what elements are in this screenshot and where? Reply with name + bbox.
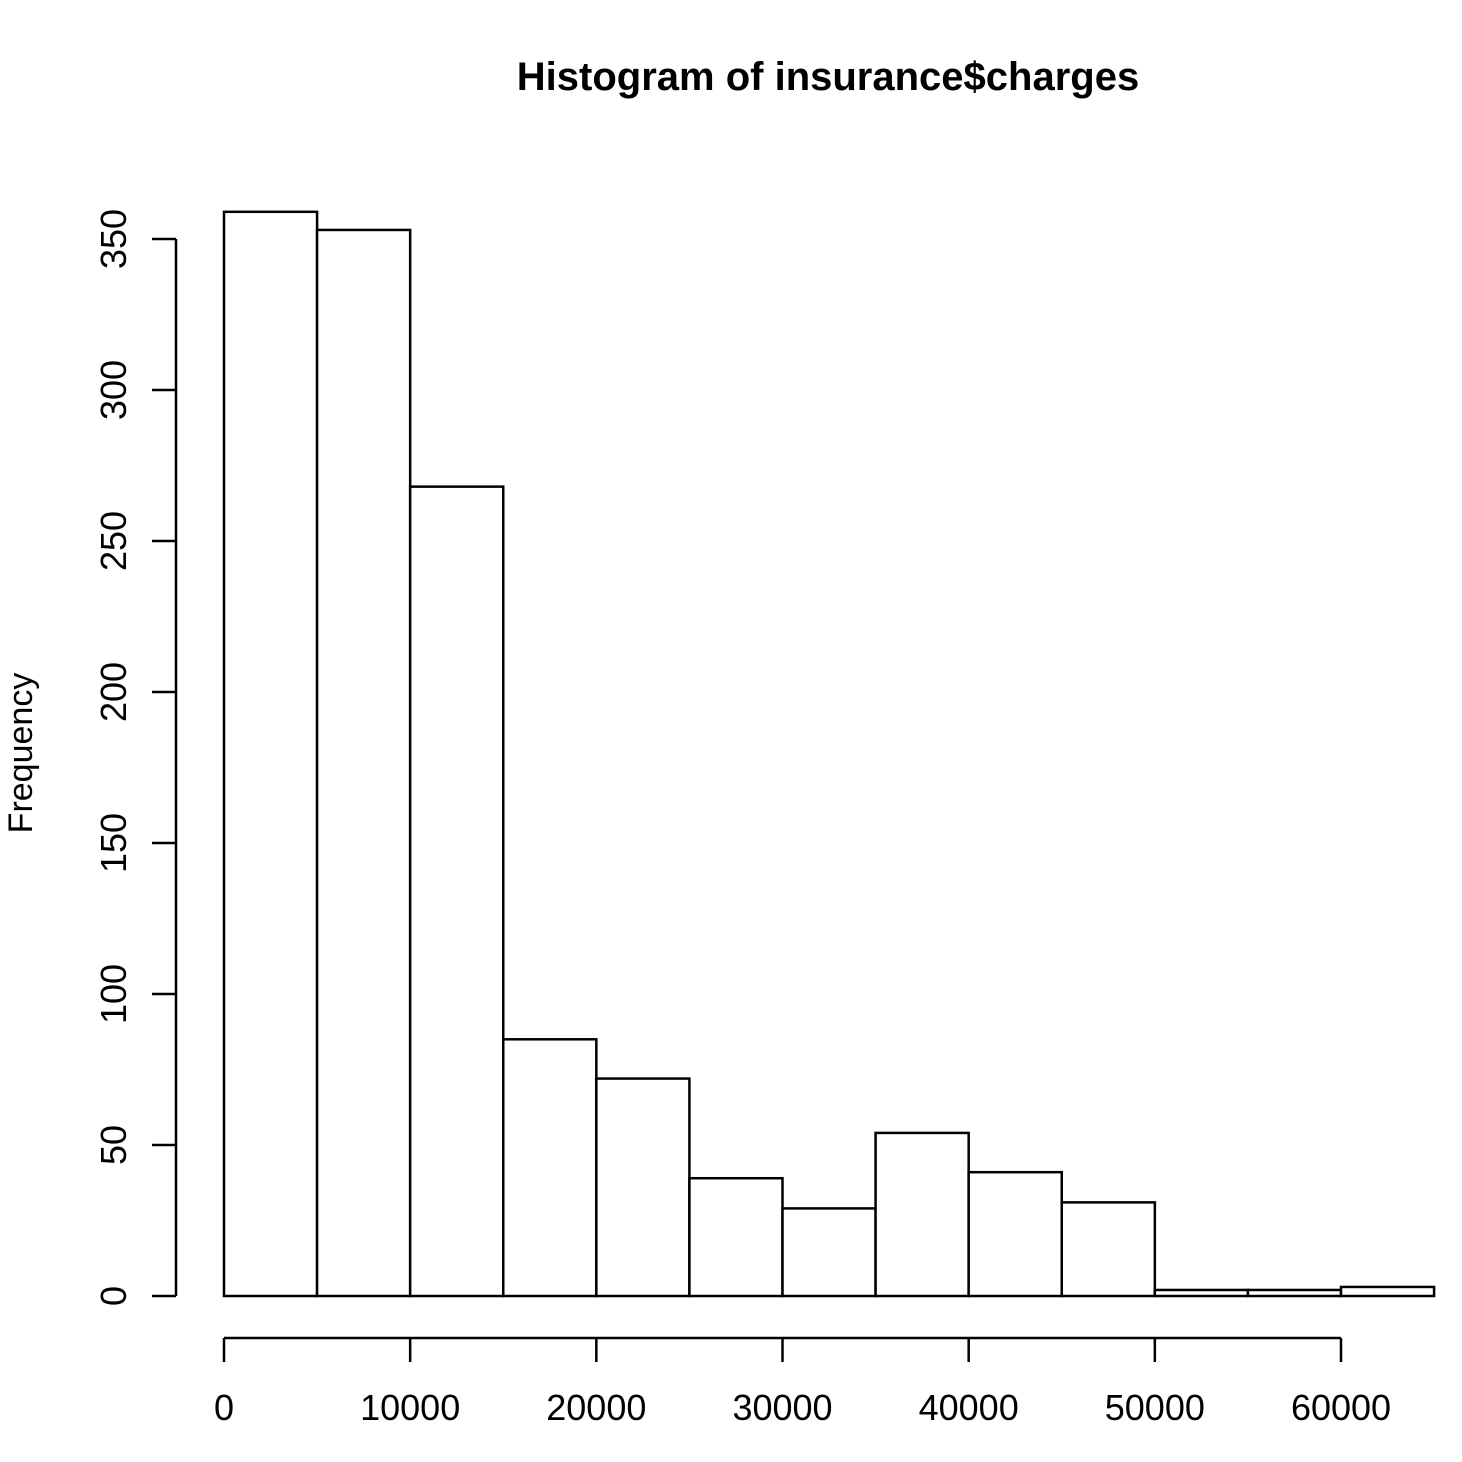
x-tick-label: 0 xyxy=(214,1387,234,1428)
y-axis: 0 50 100 150 200 250 300 350 xyxy=(93,209,178,1306)
histogram-bar-10 xyxy=(1153,1288,1250,1298)
x-tick-label: 10000 xyxy=(360,1387,460,1428)
y-tick-label: 50 xyxy=(93,1125,134,1165)
histogram-bar-2 xyxy=(408,485,505,1298)
histogram-bar-1 xyxy=(315,228,412,1298)
chart-title: Histogram of insurance$charges xyxy=(517,55,1139,99)
histogram-bar-5 xyxy=(688,1176,784,1298)
y-tick-label: 350 xyxy=(93,209,134,269)
y-axis-label: Frequency xyxy=(2,673,40,834)
y-tick-label: 200 xyxy=(93,662,134,722)
histogram-bar-0 xyxy=(222,210,319,1298)
histogram-bar-8 xyxy=(967,1170,1064,1298)
y-tick-label: 100 xyxy=(93,964,134,1024)
histogram-bar-4 xyxy=(595,1077,691,1298)
x-axis: 0 10000 20000 30000 40000 50000 60000 xyxy=(214,1336,1391,1428)
y-tick-label: 0 xyxy=(93,1286,134,1306)
histogram-bars xyxy=(222,210,1436,1298)
x-tick-label: 40000 xyxy=(919,1387,1019,1428)
histogram-bar-9 xyxy=(1060,1201,1157,1298)
histogram-bar-6 xyxy=(781,1207,877,1298)
x-tick-label: 60000 xyxy=(1291,1387,1391,1428)
y-tick-label: 250 xyxy=(93,511,134,571)
x-tick-label: 20000 xyxy=(546,1387,646,1428)
x-tick-label: 50000 xyxy=(1105,1387,1205,1428)
y-tick-label: 300 xyxy=(93,360,134,420)
histogram-bar-3 xyxy=(502,1038,598,1298)
histogram-bar-12 xyxy=(1339,1285,1436,1298)
x-tick-label: 30000 xyxy=(732,1387,832,1428)
y-tick-label: 150 xyxy=(93,813,134,873)
histogram-bar-11 xyxy=(1246,1288,1343,1298)
histogram-bar-7 xyxy=(874,1131,970,1298)
